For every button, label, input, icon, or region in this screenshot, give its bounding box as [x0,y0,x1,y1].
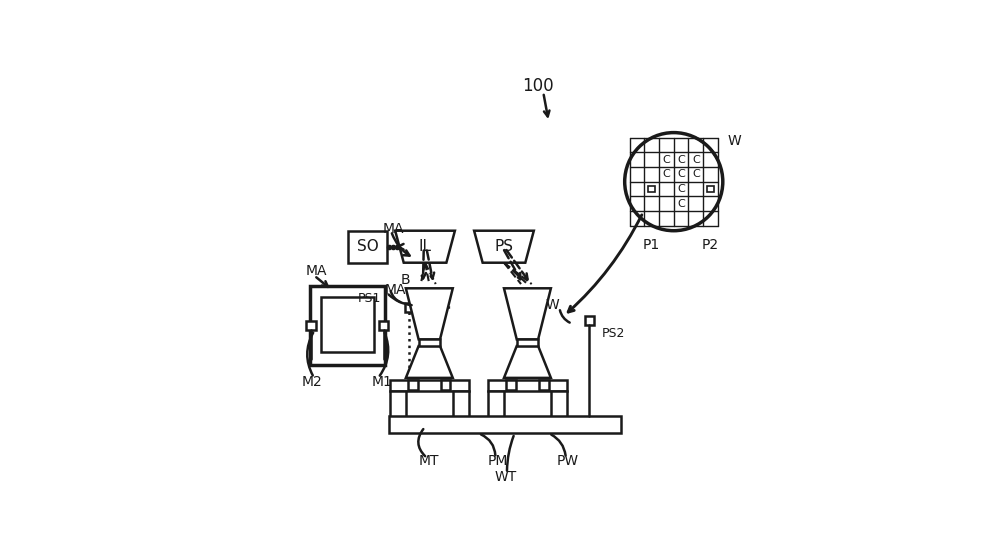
Polygon shape [504,346,551,378]
Text: WT: WT [495,470,517,484]
Bar [551,391,567,418]
Text: PM: PM [487,454,508,468]
Bar [390,391,406,418]
Text: M1: M1 [372,375,393,389]
Text: C: C [663,170,670,179]
Text: M2: M2 [302,375,322,389]
Bar [306,321,316,330]
Text: P2: P2 [702,238,719,252]
Text: C: C [677,155,685,165]
Polygon shape [406,288,453,340]
Bar [405,303,414,312]
Text: IL: IL [419,239,432,254]
Text: C: C [677,199,685,209]
Bar [488,391,504,418]
Polygon shape [504,288,551,340]
Text: PS: PS [494,239,513,254]
Text: SO: SO [357,239,378,254]
Bar [419,340,440,346]
Text: W: W [727,134,741,148]
Bar [707,186,714,192]
Text: PS2: PS2 [602,327,625,340]
Text: PS1: PS1 [358,293,382,305]
Text: C: C [663,155,670,165]
Bar [506,381,516,390]
Circle shape [625,132,723,230]
Text: PW: PW [557,454,579,468]
Text: MT: MT [419,454,440,468]
Bar [539,381,549,390]
Bar [648,186,655,192]
Polygon shape [474,230,534,263]
Bar [453,391,469,418]
Text: C: C [692,155,700,165]
Bar [517,340,538,346]
Bar [390,380,469,391]
Text: MA: MA [385,284,406,297]
Bar [379,321,388,330]
Bar [321,297,374,352]
Text: 100: 100 [522,76,554,95]
Bar [389,416,621,433]
Bar [488,380,567,391]
Text: W: W [546,299,559,312]
Text: MA: MA [306,264,327,278]
Text: C: C [677,170,685,179]
Text: B: B [401,273,411,287]
Bar [441,381,450,390]
Bar [585,316,594,325]
Text: C: C [677,184,685,194]
Text: MA: MA [382,222,404,235]
Polygon shape [395,230,455,263]
Bar [310,286,385,365]
Bar [408,381,418,390]
Text: C: C [692,170,700,179]
Bar [507,418,548,427]
Text: P1: P1 [643,238,660,252]
Bar [348,230,387,263]
Polygon shape [406,346,453,378]
Bar [409,418,450,427]
